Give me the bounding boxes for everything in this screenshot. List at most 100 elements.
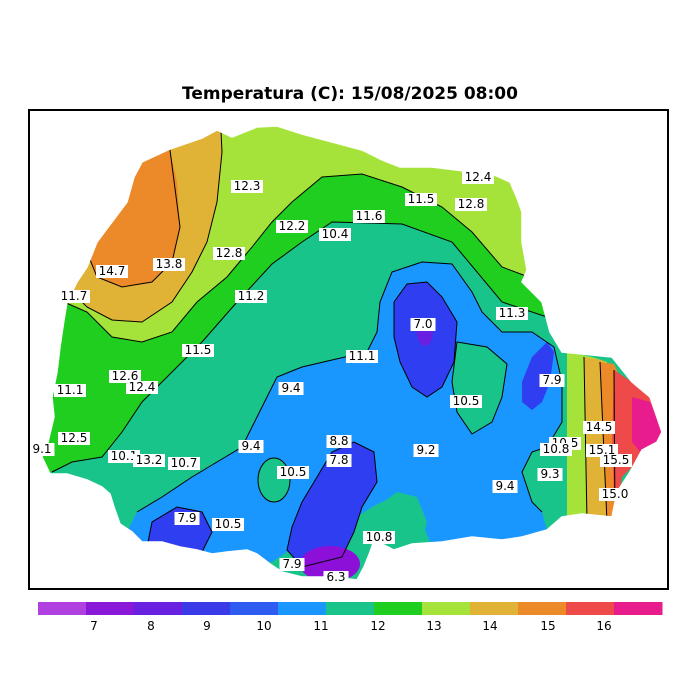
station-label-bg: [30, 443, 55, 456]
station-value: 6.3: [326, 570, 345, 584]
station-label: 7.0: [410, 317, 436, 331]
station-value: 12.8: [458, 197, 485, 211]
station-value: 11.2: [238, 289, 265, 303]
station-label-bg: [492, 480, 518, 493]
station-label-bg: [213, 247, 245, 260]
station-value: 10.8: [366, 530, 393, 544]
isotherm-13-east: [583, 356, 588, 523]
legend-tick-label: 15: [540, 619, 555, 633]
station-label-bg: [278, 382, 304, 395]
station-label: 12.5: [58, 431, 90, 445]
station-label: 11.6: [353, 209, 385, 223]
legend-swatch: [230, 602, 279, 615]
station-value: 9.2: [416, 443, 435, 457]
station-label-bg: [54, 384, 86, 397]
legend-tick-label: 10: [256, 619, 271, 633]
band-10-11-inner: [452, 342, 507, 434]
legend-swatch: [38, 602, 87, 615]
station-label: 12.8: [213, 246, 245, 260]
station-value: 12.3: [234, 179, 261, 193]
station-value: 12.4: [465, 170, 492, 184]
station-label-bg: [496, 307, 528, 320]
legend-tick-label: 13: [426, 619, 441, 633]
station-label: 7.9: [174, 511, 200, 525]
station-label: 10.1: [108, 449, 140, 463]
station-label: 12.2: [276, 219, 308, 233]
station-label-bg: [455, 198, 487, 211]
legend-swatch: [422, 602, 471, 615]
station-label-bg: [168, 457, 200, 470]
isotherm-12: [63, 173, 543, 343]
station-label-bg: [212, 518, 244, 531]
station-value: 10.7: [171, 456, 198, 470]
temperature-map: 12.3 12.4 11.5 12.8 11.6 12.2 10.4 12.8 14.7 13.8…: [30, 125, 663, 584]
station-value: 9.4: [495, 479, 514, 493]
station-label: 12.8: [455, 197, 487, 211]
map-title: Temperatura (C): 15/08/2025 08:00: [182, 84, 518, 104]
legend-swatch: [86, 602, 135, 615]
station-label: 14.7: [96, 264, 128, 278]
station-value: 11.5: [408, 192, 435, 206]
station-value: 12.6: [112, 369, 139, 383]
station-label: 12.6: [109, 369, 141, 383]
color-legend: 7 8 9 10 11 12 13 14 15 16: [38, 602, 663, 633]
station-label-bg: [323, 571, 349, 584]
legend-ticks: 7 8 9 10 11 12 13 14 15 16: [90, 619, 611, 633]
station-label: 10.5: [212, 517, 244, 531]
station-value: 10.8: [543, 442, 570, 456]
station-value: 9.3: [540, 467, 559, 481]
station-value: 14.7: [99, 264, 126, 278]
station-label: 10.8: [540, 442, 572, 456]
band-8-9-central: [287, 442, 377, 567]
station-label: 9.3: [537, 467, 563, 481]
station-label: 10.8: [363, 530, 395, 544]
station-value: 11.3: [499, 306, 526, 320]
legend-swatch: [470, 602, 519, 615]
band-16-17-east: [632, 397, 662, 454]
station-label: 10.4: [319, 227, 351, 241]
station-label: 10.5: [450, 394, 482, 408]
station-value: 10.5: [280, 465, 307, 479]
station-value: 10.1: [111, 449, 138, 463]
station-label: 9.2: [413, 443, 439, 457]
station-label-bg: [540, 443, 572, 456]
station-label: 13.2: [133, 453, 165, 467]
legend-tick-label: 8: [147, 619, 155, 633]
station-value: 7.8: [329, 453, 348, 467]
station-label-bg: [277, 466, 309, 479]
station-label: 9.1: [30, 442, 55, 456]
station-value: 15.0: [602, 487, 629, 501]
station-value: 9.4: [281, 381, 300, 395]
legend-tick-label: 7: [90, 619, 98, 633]
station-label: 11.2: [235, 289, 267, 303]
station-value: 15.5: [603, 453, 630, 467]
station-label: 10.7: [168, 456, 200, 470]
station-label: 11.7: [58, 289, 90, 303]
station-label: 10.5: [277, 465, 309, 479]
isotherm-10-island: [257, 457, 291, 503]
legend-swatch: [374, 602, 423, 615]
station-label-bg: [450, 395, 482, 408]
station-value: 9.4: [241, 439, 260, 453]
station-label: 12.4: [126, 380, 158, 394]
station-label: 9.4: [278, 381, 304, 395]
legend-swatch: [518, 602, 567, 615]
station-label-bg: [326, 435, 352, 448]
station-label-bg: [319, 228, 351, 241]
station-label-bg: [235, 290, 267, 303]
station-value: 14.5: [586, 420, 613, 434]
isotherm-9-central: [286, 441, 378, 568]
station-label-bg: [600, 454, 632, 467]
station-label-bg: [586, 444, 618, 457]
station-value: 12.2: [279, 219, 306, 233]
legend-swatch: [614, 602, 663, 615]
station-label-bg: [108, 450, 140, 463]
station-label: 11.1: [346, 349, 378, 363]
station-value: 12.8: [216, 246, 243, 260]
station-value: 10.5: [215, 517, 242, 531]
station-value: 12.5: [61, 431, 88, 445]
station-label: 13.8: [153, 257, 185, 271]
legend-bins: [38, 602, 663, 615]
state-border: [41, 125, 663, 581]
station-label: 7.9: [279, 557, 305, 571]
